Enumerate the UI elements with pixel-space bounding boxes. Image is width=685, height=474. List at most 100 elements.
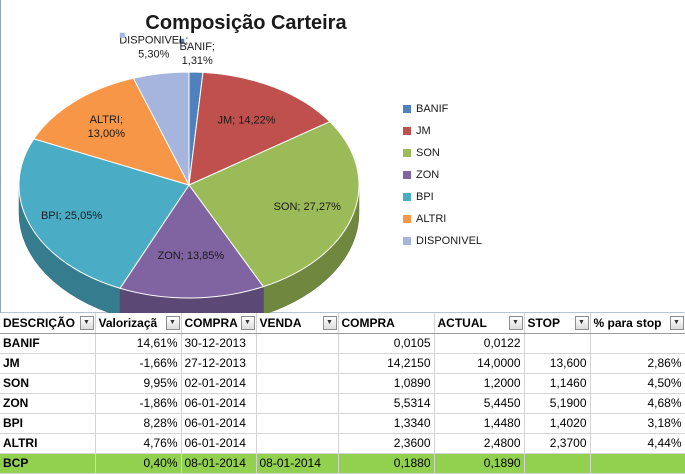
legend-label: ZON [416, 169, 440, 181]
table-row: BCP 0,40% 08-01-2014 08-01-2014 0,1880 0,1890 [0, 453, 685, 474]
filter-dropdown-icon[interactable]: ▼ [165, 316, 180, 330]
table-cell[interactable]: 4,68% [590, 393, 685, 414]
legend-item-son: SON [403, 142, 482, 164]
table-cell[interactable]: 1,0890 [338, 373, 435, 394]
filter-dropdown-icon[interactable]: ▼ [322, 316, 337, 330]
table-cell[interactable]: 5,1900 [524, 393, 591, 414]
legend-swatch [403, 149, 411, 157]
data-label-son: SON; 27,27% [274, 201, 341, 213]
header-6: STOP ▼ [524, 313, 591, 334]
table-row: SON 9,95% 02-01-2014 1,0890 1,2000 1,1460 4,50… [0, 373, 685, 394]
table-cell[interactable]: 0,1880 [338, 453, 435, 474]
portfolio-table: DESCRIÇÃO ▼ Valorizaçã ▼ COMPRA ▼ VENDA ▼ COMPRA… [0, 313, 685, 474]
table-cell[interactable] [256, 353, 339, 374]
table-cell[interactable] [256, 433, 339, 454]
legend-label: BPI [416, 191, 434, 203]
table-cell[interactable]: BCP [0, 453, 96, 474]
header-label: VENDA [259, 315, 302, 330]
table-cell[interactable]: -1,86% [95, 393, 182, 414]
slice-jm [188, 71, 331, 186]
filter-dropdown-icon[interactable]: ▼ [669, 316, 684, 330]
table-cell[interactable]: -1,66% [95, 353, 182, 374]
table-cell[interactable]: 4,76% [95, 433, 182, 454]
table-cell[interactable]: 13,600 [524, 353, 591, 374]
header-4: COMPRA [338, 313, 435, 334]
slice-altri [33, 77, 190, 186]
label-marker-banif [179, 38, 185, 44]
table-cell[interactable]: JM [0, 353, 96, 374]
legend-item-bpi: BPI [403, 186, 482, 208]
table-cell[interactable]: 06-01-2014 [181, 413, 257, 434]
table-cell[interactable]: 14,2150 [338, 353, 435, 374]
slice-zon [119, 184, 265, 299]
table-cell[interactable]: 14,61% [95, 333, 182, 354]
table-row: JM -1,66% 27-12-2013 14,2150 14,0000 13,600 2,… [0, 353, 685, 374]
table-cell[interactable]: 27-12-2013 [181, 353, 257, 374]
table-cell[interactable]: 5,4450 [434, 393, 525, 414]
header-2: COMPRA ▼ [181, 313, 257, 334]
filter-dropdown-icon[interactable]: ▼ [574, 316, 589, 330]
table-cell[interactable]: 2,3700 [524, 433, 591, 454]
filter-dropdown-icon[interactable]: ▼ [79, 316, 94, 330]
chart-area: BANIF; 1,31% JM; 14,22% SON; 27,27% ZON; 13,… [0, 0, 685, 313]
table-cell[interactable]: 2,3600 [338, 433, 435, 454]
table-cell[interactable] [590, 453, 685, 474]
table-cell[interactable] [524, 453, 591, 474]
filter-dropdown-icon[interactable]: ▼ [240, 316, 255, 330]
table-cell[interactable]: 06-01-2014 [181, 433, 257, 454]
slice-disponivel [132, 71, 190, 186]
table-cell[interactable]: ALTRI [0, 433, 96, 454]
table-cell[interactable]: 9,95% [95, 373, 182, 394]
table-cell[interactable]: BANIF [0, 333, 96, 354]
table-cell[interactable]: 4,50% [590, 373, 685, 394]
table-cell[interactable]: 1,3340 [338, 413, 435, 434]
table-cell[interactable] [590, 333, 685, 354]
table-cell[interactable]: 06-01-2014 [181, 393, 257, 414]
legend-label: DISPONIVEL [416, 235, 483, 247]
header-1: Valorizaçã ▼ [95, 313, 182, 334]
legend-swatch [403, 215, 411, 223]
table-cell[interactable] [256, 333, 339, 354]
table-cell[interactable]: 8,28% [95, 413, 182, 434]
table-cell[interactable]: 1,1460 [524, 373, 591, 394]
table-cell[interactable]: 0,0122 [434, 333, 525, 354]
data-label-jm: JM; 14,22% [217, 115, 275, 127]
table-cell[interactable]: SON [0, 373, 96, 394]
table-cell[interactable]: 08-01-2014 [181, 453, 257, 474]
data-label-zon: ZON; 13,85% [158, 250, 225, 262]
table-cell[interactable]: 1,4480 [434, 413, 525, 434]
table-cell[interactable]: 0,40% [95, 453, 182, 474]
table-cell[interactable]: 3,18% [590, 413, 685, 434]
table-cell[interactable]: 08-01-2014 [256, 453, 339, 474]
table-cell[interactable]: 1,2000 [434, 373, 525, 394]
chart-legend: BANIF JM SON ZON BPI ALTRI DISPONIVEL [403, 98, 482, 252]
header-label: COMPRA [184, 315, 238, 330]
table-cell[interactable]: 02-01-2014 [181, 373, 257, 394]
header-label: COMPRA [341, 315, 395, 330]
table-cell[interactable] [524, 333, 591, 354]
table-cell[interactable]: 2,86% [590, 353, 685, 374]
table-cell[interactable] [256, 393, 339, 414]
slice-son [188, 121, 360, 288]
header-5: ACTUAL ▼ [434, 313, 525, 334]
table-cell[interactable]: 4,44% [590, 433, 685, 454]
header-label: ACTUAL [437, 315, 487, 330]
table-cell[interactable] [256, 413, 339, 434]
table-cell[interactable]: 5,5314 [338, 393, 435, 414]
filter-dropdown-icon[interactable]: ▼ [508, 316, 523, 330]
table-cell[interactable]: 0,0105 [338, 333, 435, 354]
table-cell[interactable]: 2,4800 [434, 433, 525, 454]
table-cell[interactable]: 14,0000 [434, 353, 525, 374]
table-cell[interactable]: ZON [0, 393, 96, 414]
table-cell[interactable]: 30-12-2013 [181, 333, 257, 354]
table-cell[interactable]: 0,1890 [434, 453, 525, 474]
table-cell[interactable]: BPI [0, 413, 96, 434]
header-label: Valorizaçã [98, 315, 158, 330]
legend-item-disponivel: DISPONIVEL [403, 230, 482, 252]
header-0: DESCRIÇÃO ▼ [0, 313, 96, 334]
data-label-altri: ALTRI; 13,00% [88, 114, 126, 140]
table-cell[interactable]: 1,4020 [524, 413, 591, 434]
table-cell[interactable] [256, 373, 339, 394]
table-header-row: DESCRIÇÃO ▼ Valorizaçã ▼ COMPRA ▼ VENDA ▼ COMPRA… [0, 313, 685, 334]
table-row: ZON -1,86% 06-01-2014 5,5314 5,4450 5,1900 4,6… [0, 393, 685, 414]
